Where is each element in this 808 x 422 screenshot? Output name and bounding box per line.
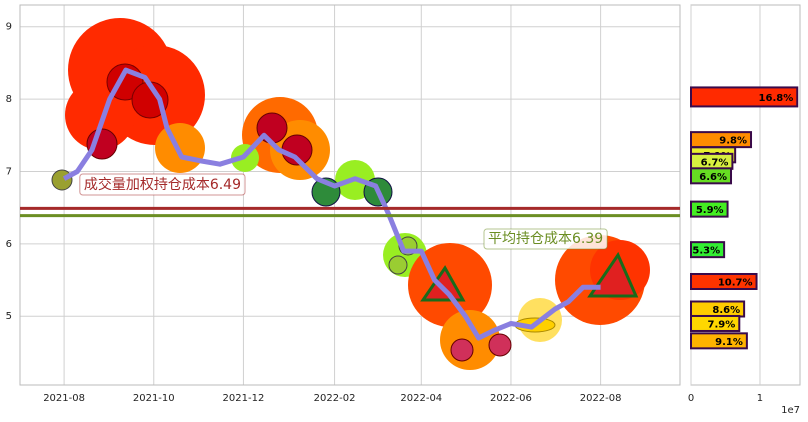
x-tick-label: 2021-10 bbox=[133, 393, 175, 404]
x-tick-label: 1 bbox=[757, 393, 763, 404]
bar-label: 7.9% bbox=[708, 319, 736, 330]
x-tick-label: 2021-12 bbox=[223, 393, 265, 404]
x-tick-label: 2022-06 bbox=[490, 393, 532, 404]
bar-label: 5.3% bbox=[692, 246, 720, 257]
volume-bar bbox=[690, 86, 799, 108]
volume-bar bbox=[690, 200, 729, 218]
y-tick-label: 6 bbox=[6, 239, 12, 250]
volume-bar bbox=[690, 272, 758, 290]
price-line bbox=[62, 67, 601, 341]
x-tick-label: 2021-08 bbox=[43, 393, 85, 404]
cost-label: 平均持仓成本6.39 bbox=[488, 231, 603, 247]
y-tick-label: 7 bbox=[6, 166, 12, 177]
bar-label: 5.9% bbox=[696, 205, 724, 216]
x-tick-label: 2022-08 bbox=[580, 393, 622, 404]
bar-label: 8.6% bbox=[712, 305, 740, 316]
x-tick-label: 2022-04 bbox=[400, 393, 442, 404]
bar-label: 16.8% bbox=[759, 93, 794, 104]
bar-label: 9.1% bbox=[715, 337, 743, 348]
cost-label: 成交量加权持仓成本6.49 bbox=[84, 176, 241, 193]
label-box bbox=[79, 173, 246, 196]
annotations: 成交量加权持仓成本6.49 平均持仓成本6.39 bbox=[79, 173, 608, 250]
y-tick-label: 8 bbox=[6, 94, 12, 105]
volume-bar bbox=[690, 314, 741, 332]
volume-bar bbox=[690, 332, 748, 350]
plot-frame bbox=[19, 4, 681, 386]
x-tick-label: 2022-02 bbox=[314, 393, 356, 404]
x-tick-label: 0 bbox=[688, 393, 694, 404]
bar-label: 6.6% bbox=[699, 172, 727, 183]
y-tick-label: 5 bbox=[6, 311, 12, 322]
volume-bar bbox=[690, 167, 733, 185]
y-tick-label: 9 bbox=[6, 22, 12, 33]
label-box bbox=[483, 228, 608, 250]
bar-label: 6.7% bbox=[701, 157, 729, 168]
bar-label: 10.7% bbox=[718, 277, 753, 288]
bar-label: 9.8% bbox=[719, 136, 747, 147]
volume-bar bbox=[690, 241, 726, 259]
offset-label: 1e7 bbox=[781, 405, 800, 416]
